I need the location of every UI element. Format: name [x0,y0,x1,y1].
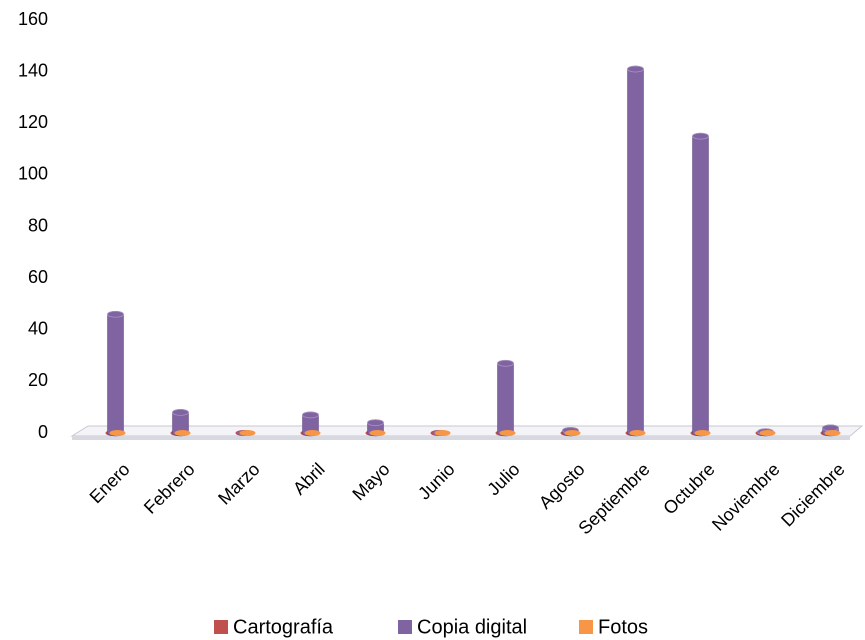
bar-top [172,408,189,416]
bar [627,65,644,437]
legend-label: Cartografía [233,616,334,638]
bar [694,430,711,437]
y-tick-label: 60 [28,267,48,287]
bar-top [627,65,644,73]
bar [692,132,709,437]
y-tick-label: 160 [18,9,48,29]
y-tick-label: 140 [18,60,48,80]
bar-top [107,310,124,318]
y-tick-label: 40 [28,319,48,339]
x-tick-label: Julio [483,459,523,499]
bar-top [367,419,384,427]
x-tick-label: Octubre [659,459,718,518]
bar [564,430,581,437]
legend-swatch [398,620,412,634]
bar [499,430,516,437]
y-tick-label: 100 [18,164,48,184]
floor [70,425,864,437]
bar [174,430,191,437]
x-tick-label: Diciembre [777,459,848,530]
bar [497,360,514,437]
bar [369,430,386,437]
bar [304,430,321,437]
bar [629,430,646,437]
legend-swatch [579,620,593,634]
bar-top [497,359,514,367]
x-tick-label: Noviembre [708,459,784,535]
y-tick-label: 120 [18,112,48,132]
legend-label: Fotos [598,616,648,638]
x-tick-label: Enero [86,459,134,507]
bar [434,430,451,437]
bar-top [302,411,319,419]
x-tick-label: Agosto [535,459,589,513]
x-tick-label: Mayo [348,459,393,504]
legend-label: Copia digital [417,616,527,638]
y-tick-label: 20 [28,370,48,390]
x-tick-label: Marzo [214,459,264,509]
legend-swatch [214,620,228,634]
bar-top [822,424,839,432]
floor-edge [72,436,850,440]
x-tick-label: Junio [414,459,459,504]
bar [107,311,124,437]
bar [759,430,776,437]
x-tick-label: Abril [289,459,329,499]
bar [239,430,256,437]
bar [824,430,841,437]
x-tick-label: Febrero [140,459,199,518]
y-tick-label: 0 [38,422,48,442]
y-tick-label: 80 [28,215,48,235]
bar [109,430,126,437]
bar-top [692,132,709,140]
